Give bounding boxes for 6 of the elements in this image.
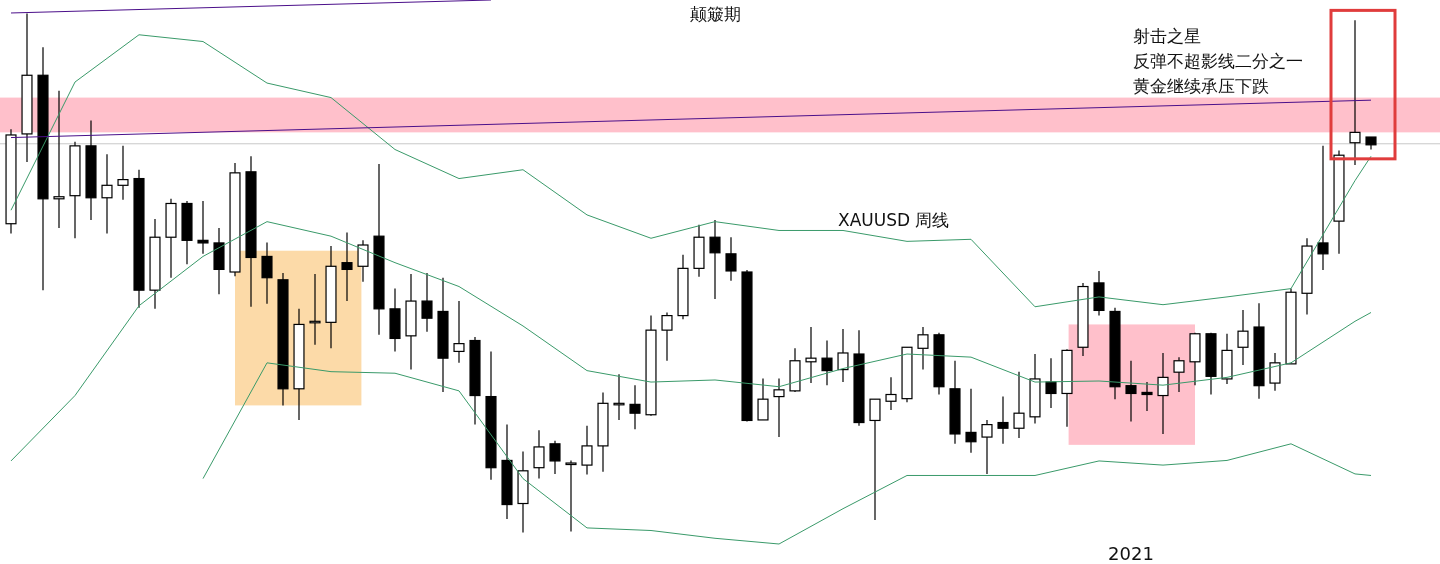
annotation: XAUUSD 周线 [838,210,950,230]
annotation: 颠簸期 [689,4,741,24]
x-tick-label: 2021 [1108,543,1154,564]
annotation: 黄金继续承压下跌 [1133,76,1269,96]
annotation: 反弹不超影线二分之一 [1133,51,1303,71]
annotation: 射击之星 [1133,26,1201,46]
